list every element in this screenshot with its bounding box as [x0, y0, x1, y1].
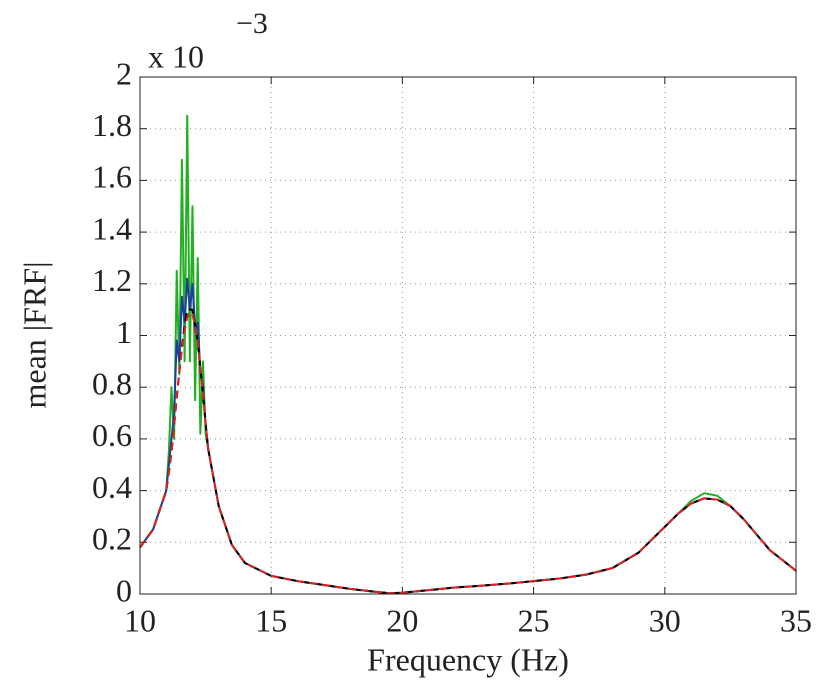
y-tick-label: 1.6	[92, 159, 132, 195]
series-line	[139, 308, 797, 595]
x-tick-label: 30	[649, 602, 681, 638]
y-multiplier: x 10	[148, 38, 204, 74]
y-tick-label: 1.8	[92, 107, 132, 143]
y-multiplier-exponent: −3	[236, 7, 268, 40]
y-tick-label: 0	[116, 572, 132, 608]
x-axis-label: Frequency (Hz)	[367, 641, 569, 677]
y-tick-label: 2	[116, 55, 132, 91]
plot-frame	[139, 76, 797, 595]
x-tick-label: 20	[386, 602, 418, 638]
y-tick-label: 1.2	[92, 262, 132, 298]
y-axis-label: mean |FRF|	[16, 261, 52, 408]
series-line	[139, 114, 797, 595]
y-tick-label: 1.4	[92, 210, 132, 246]
x-tick-label: 15	[255, 602, 287, 638]
series-line	[139, 277, 797, 595]
x-tick-label: 25	[518, 602, 550, 638]
x-tick-label: 35	[780, 602, 812, 638]
y-tick-label: 0.8	[92, 366, 132, 402]
y-tick-label: 0.4	[92, 469, 132, 505]
y-tick-label: 1	[116, 314, 132, 350]
series-line	[139, 311, 797, 595]
y-tick-label: 0.2	[92, 521, 132, 557]
x-tick-label: 10	[124, 602, 156, 638]
y-tick-label: 0.6	[92, 417, 132, 453]
